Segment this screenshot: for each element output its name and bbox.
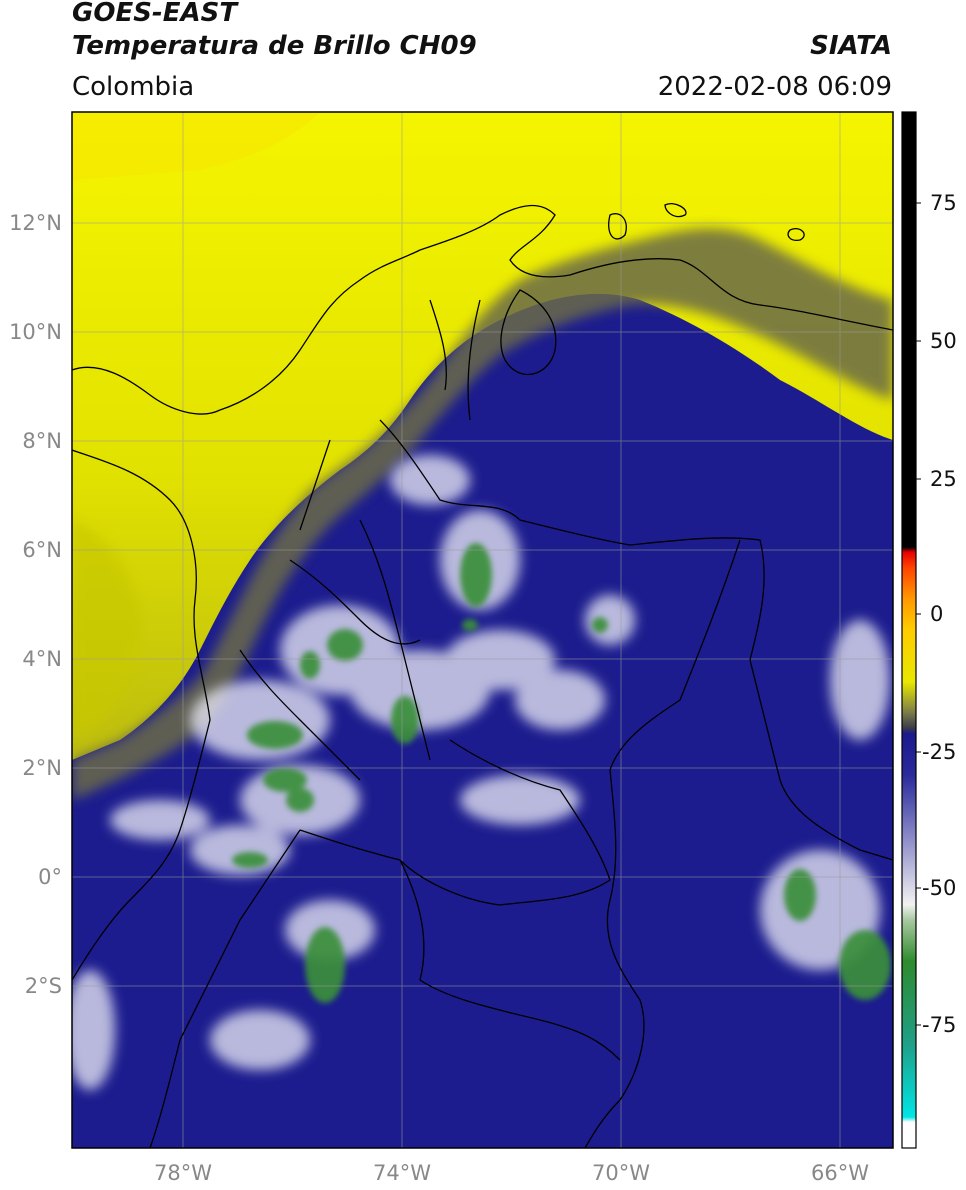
gridlines [72, 112, 893, 1148]
satellite-title: GOES-EAST [72, 0, 238, 28]
lat-tick-8n: 8°N [22, 429, 62, 453]
colorbar: 75 50 25 0 -25 -50 -75 [901, 111, 957, 1149]
colorbar-tick-minus50: -50 [922, 876, 956, 900]
region-label: Colombia [72, 72, 195, 102]
lon-tick-66w: 66°W [811, 1161, 869, 1185]
lat-tick-6n: 6°N [22, 538, 62, 562]
map-frame [71, 111, 894, 1149]
colorbar-tick-25: 25 [930, 467, 957, 491]
lat-tick-0: 0° [38, 865, 62, 889]
lon-tick-74w: 74°W [373, 1161, 431, 1185]
colorbar-tick-50: 50 [930, 329, 957, 353]
product-title: Temperatura de Brillo CH09 [72, 31, 477, 61]
colorbar-tick-minus25: -25 [922, 740, 956, 764]
lat-tick-labels: 12°N 10°N 8°N 6°N 4°N 2°N 0° 2°S [9, 211, 62, 998]
colorbar-tick-minus75: -75 [922, 1013, 956, 1037]
lat-tick-12n: 12°N [9, 211, 62, 235]
colorbar-gradient [902, 112, 916, 1148]
timestamp-label: 2022-02-08 06:09 [657, 72, 892, 102]
coastlines-borders [72, 203, 893, 1148]
lat-tick-10n: 10°N [9, 320, 62, 344]
lat-tick-4n: 4°N [22, 647, 62, 671]
colorbar-frame [901, 111, 917, 1149]
lon-tick-70w: 70°W [592, 1161, 650, 1185]
lat-tick-2n: 2°N [22, 756, 62, 780]
lon-tick-labels: 78°W 74°W 70°W 66°W [154, 1161, 869, 1185]
colorbar-tick-75: 75 [930, 191, 957, 215]
lat-tick-2s: 2°S [25, 974, 62, 998]
colorbar-tick-0: 0 [930, 602, 943, 626]
satellite-imagery [72, 112, 893, 1148]
organization-label: SIATA [810, 31, 892, 61]
lon-tick-78w: 78°W [154, 1161, 212, 1185]
